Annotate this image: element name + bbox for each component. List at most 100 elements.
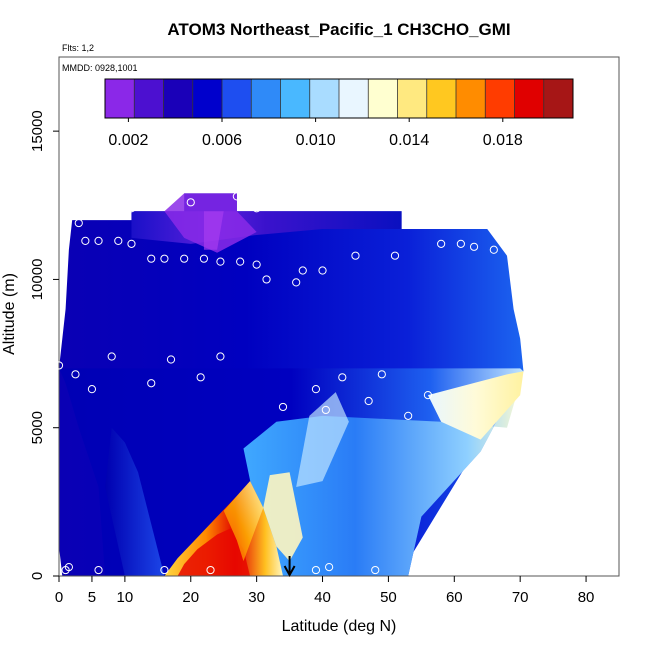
sample-point bbox=[236, 257, 245, 266]
sample-point bbox=[311, 385, 321, 394]
colorbar-tick-label: 0.006 bbox=[202, 132, 242, 149]
y-tick-label: 5000 bbox=[29, 411, 46, 444]
sample-point bbox=[199, 254, 209, 263]
arrow-marker bbox=[283, 556, 296, 578]
sample-point bbox=[371, 565, 380, 575]
colorbar-swatch bbox=[163, 79, 194, 118]
sample-point bbox=[180, 254, 189, 263]
sample-point bbox=[489, 245, 498, 254]
sample-point bbox=[166, 355, 176, 364]
sample-point bbox=[311, 565, 321, 575]
y-tick-label: 15000 bbox=[29, 110, 46, 152]
sample-point bbox=[107, 352, 116, 361]
sample-point bbox=[325, 563, 334, 572]
sample-point bbox=[87, 385, 97, 394]
sample-point bbox=[94, 236, 103, 245]
sample-point bbox=[71, 370, 80, 379]
x-tick-label: 40 bbox=[314, 589, 331, 606]
sample-point bbox=[74, 218, 83, 228]
colorbar: 0.002 0.006 0.010 0.014 0.018 bbox=[104, 78, 574, 149]
x-tick-label: 0 bbox=[55, 589, 63, 606]
colorbar-swatch bbox=[339, 79, 369, 118]
chart-title: ATOM3 Northeast_Pacific_1 CH3CHO_GMI bbox=[167, 20, 510, 39]
sample-point bbox=[377, 370, 386, 379]
colorbar-swatch bbox=[134, 79, 164, 118]
sample-point bbox=[278, 402, 288, 412]
colorbar-tick-label: 0.014 bbox=[389, 132, 429, 149]
y-tick-label: 10000 bbox=[29, 259, 46, 301]
sample-point bbox=[338, 373, 347, 382]
colorbar-tick-label: 0.002 bbox=[108, 132, 148, 149]
sample-point bbox=[64, 563, 73, 572]
colorbar-swatch bbox=[543, 79, 574, 118]
x-tick-label: 50 bbox=[380, 589, 397, 606]
sample-point bbox=[186, 198, 195, 207]
field-lower-left bbox=[105, 427, 165, 576]
colorbar-tick-label: 0.018 bbox=[483, 132, 523, 149]
sample-point bbox=[262, 275, 271, 284]
sample-point bbox=[127, 204, 136, 213]
colorbar-swatch bbox=[514, 79, 545, 118]
sample-point bbox=[160, 254, 169, 263]
field-bright-edge bbox=[427, 371, 524, 440]
colorbar-swatch bbox=[222, 79, 252, 118]
sample-point bbox=[456, 239, 465, 248]
sample-point bbox=[94, 565, 103, 575]
y-tick-label: 0 bbox=[29, 572, 46, 580]
sample-point bbox=[196, 373, 205, 382]
sample-point bbox=[160, 565, 169, 575]
field-red-core bbox=[177, 528, 251, 576]
x-tick-label: 20 bbox=[182, 589, 199, 606]
sample-point bbox=[114, 236, 123, 245]
field-orange-rise bbox=[223, 481, 264, 562]
y-axis-label: Altitude (m) bbox=[1, 273, 18, 355]
sample-point bbox=[147, 379, 156, 388]
colorbar-swatch bbox=[426, 79, 457, 118]
sample-point bbox=[292, 278, 301, 287]
x-axis-label: Latitude (deg N) bbox=[282, 618, 397, 635]
sample-point bbox=[206, 565, 215, 575]
sample-point bbox=[423, 390, 433, 400]
x-tick-label: 80 bbox=[578, 589, 595, 606]
field-violet-core bbox=[203, 211, 224, 250]
plot-frame bbox=[58, 56, 620, 577]
sample-points bbox=[54, 192, 518, 575]
sample-point bbox=[298, 266, 307, 275]
sample-point bbox=[404, 411, 413, 420]
sample-point bbox=[351, 251, 360, 260]
sample-point bbox=[54, 361, 64, 370]
sample-point bbox=[127, 239, 136, 248]
colorbar-swatch bbox=[251, 79, 281, 118]
field-pale-strip bbox=[263, 472, 303, 562]
colorbar-swatch bbox=[105, 79, 135, 118]
sample-point bbox=[147, 254, 156, 263]
colorbar-swatch bbox=[309, 79, 340, 118]
dates-label: MMDD: 0928,1001 bbox=[62, 63, 138, 73]
colorbar-frame bbox=[104, 78, 574, 119]
arrow-head bbox=[283, 565, 296, 578]
x-tick-label: 60 bbox=[446, 589, 463, 606]
sample-point bbox=[81, 236, 90, 245]
sample-point bbox=[364, 396, 373, 406]
field-light-streak bbox=[296, 392, 349, 488]
x-tick-label: 5 bbox=[88, 589, 96, 606]
sample-point bbox=[216, 257, 225, 266]
sample-point bbox=[390, 251, 400, 260]
sample-point bbox=[252, 260, 261, 269]
sample-point bbox=[232, 192, 241, 201]
concentration-field bbox=[59, 193, 524, 576]
colorbar-swatch bbox=[456, 79, 486, 118]
sample-point bbox=[318, 266, 327, 275]
colorbar-swatch bbox=[485, 79, 515, 118]
sample-point bbox=[469, 242, 479, 251]
sample-point bbox=[321, 405, 330, 415]
sample-point bbox=[509, 248, 518, 257]
colorbar-swatch bbox=[368, 79, 398, 118]
x-tick-label: 30 bbox=[248, 589, 265, 606]
colorbar-swatch bbox=[280, 79, 311, 118]
sample-point bbox=[252, 204, 261, 213]
colorbar-swatch bbox=[397, 79, 428, 118]
x-tick-label: 70 bbox=[512, 589, 529, 606]
sample-point bbox=[216, 352, 225, 361]
